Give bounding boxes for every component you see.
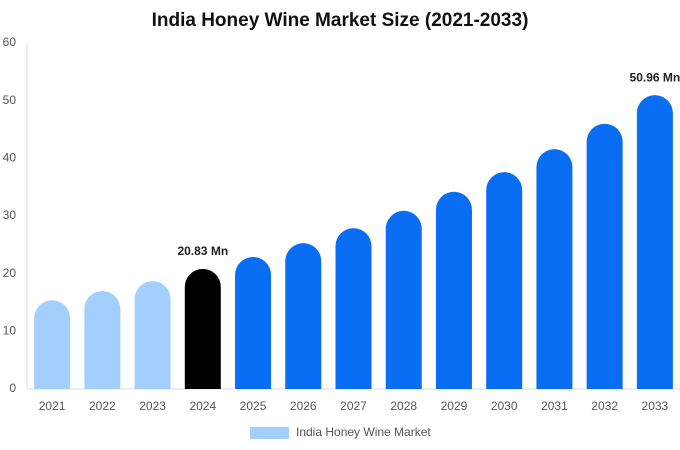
- bar: [536, 149, 573, 389]
- x-tick-label: 2022: [89, 399, 116, 413]
- bar: [435, 191, 472, 389]
- x-tick-label: 2030: [491, 399, 518, 413]
- y-tick-label: 0: [9, 381, 16, 395]
- x-tick-label: 2033: [642, 399, 669, 413]
- bar: [636, 95, 673, 389]
- legend-label: India Honey Wine Market: [296, 425, 431, 439]
- data-label: 50.96 Mn: [630, 70, 680, 84]
- y-tick-label: 20: [3, 266, 17, 280]
- x-tick-label: 2032: [591, 399, 618, 413]
- bar: [34, 300, 71, 389]
- x-tick-label: 2025: [240, 399, 267, 413]
- legend-swatch: [250, 427, 289, 439]
- y-tick-label: 40: [3, 151, 17, 165]
- y-tick-label: 10: [3, 324, 17, 338]
- data-label: 20.83 Mn: [177, 244, 228, 258]
- x-tick-label: 2029: [441, 399, 468, 413]
- x-tick-label: 2024: [189, 399, 216, 413]
- y-tick-label: 50: [3, 93, 17, 107]
- bar: [486, 172, 523, 389]
- x-tick-label: 2031: [541, 399, 568, 413]
- bar: [184, 268, 221, 389]
- bar: [134, 281, 171, 389]
- x-tick-label: 2027: [340, 399, 367, 413]
- bar: [235, 256, 272, 389]
- x-tick-label: 2021: [39, 399, 66, 413]
- y-tick-label: 60: [3, 35, 17, 49]
- y-tick-label: 30: [3, 208, 17, 222]
- bar: [285, 243, 322, 389]
- x-tick-label: 2028: [390, 399, 417, 413]
- bar: [385, 210, 422, 389]
- chart-title: India Honey Wine Market Size (2021-2033): [152, 10, 529, 31]
- bar: [586, 123, 623, 389]
- bar: [84, 290, 121, 389]
- x-tick-label: 2026: [290, 399, 317, 413]
- x-tick-label: 2023: [139, 399, 166, 413]
- bar: [335, 228, 372, 389]
